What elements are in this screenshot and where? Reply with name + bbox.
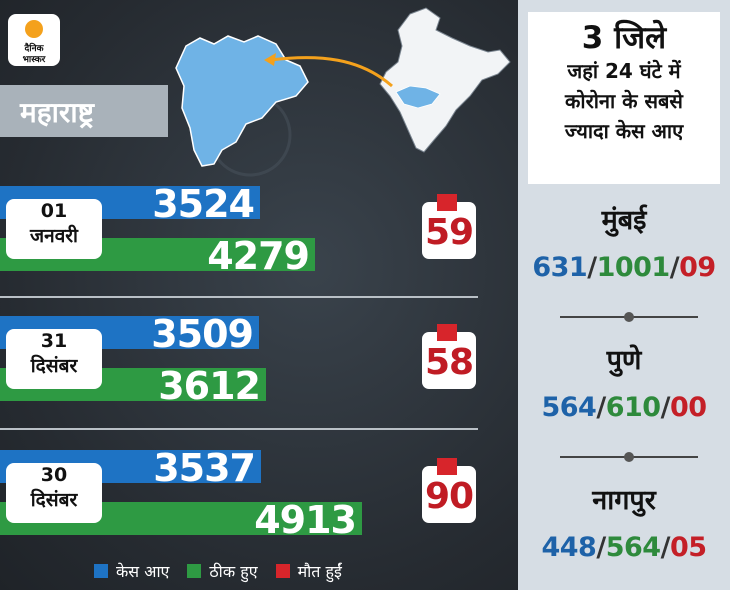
- row-separator: [0, 296, 478, 298]
- district-subtitle-2: कोरोना के सबसे: [565, 89, 683, 113]
- legend-swatch-recovered: [187, 564, 202, 578]
- legend-item-deaths: मौत हुईं: [275, 560, 342, 582]
- bar-cases-label: 3509: [151, 312, 254, 356]
- district-panel: 3 जिले जहां 24 घंटे में कोरोना के सबसे ज…: [518, 0, 730, 590]
- date-line-1: 30: [40, 464, 68, 486]
- deaths-marker-icon: [437, 194, 457, 211]
- bar-recovered-label: 3612: [158, 364, 261, 408]
- legend-swatch-deaths: [275, 564, 290, 578]
- row-separator: [0, 428, 478, 430]
- divider-dot-icon: [624, 312, 634, 322]
- city-divider: [560, 312, 698, 322]
- city-name: पुणे: [606, 345, 642, 376]
- deaths-box: 58: [422, 324, 476, 389]
- date-label: 30 दिसंबर: [6, 463, 102, 523]
- legend-label-deaths: मौत हुईं: [297, 562, 342, 581]
- city-name: नागपुर: [592, 485, 656, 516]
- city-recovered: 610: [605, 392, 661, 423]
- legend-label-cases: केस आए: [116, 562, 170, 581]
- deaths-box: 90: [422, 458, 476, 523]
- legend-label-recovered: ठीक हुए: [209, 562, 258, 581]
- city-deaths: 09: [679, 252, 716, 283]
- bar-recovered-label: 4279: [207, 234, 310, 278]
- city-numbers: 448/564/05: [518, 532, 730, 563]
- india-map-icon: [379, 7, 511, 153]
- city-cases: 448: [541, 532, 597, 563]
- brand-logo: दैनिक भास्कर: [8, 14, 60, 66]
- bar-recovered-label: 4913: [254, 498, 357, 542]
- city-separator: /: [587, 252, 597, 283]
- city-deaths: 05: [669, 532, 707, 563]
- city-cases: 631: [532, 252, 588, 283]
- brand-line-2: भास्कर: [22, 55, 46, 65]
- deaths-value: 59: [424, 212, 474, 253]
- date-line-2: जनवरी: [30, 225, 78, 247]
- legend-item-cases: केस आए: [94, 560, 169, 582]
- arrow-icon: [269, 56, 393, 88]
- date-line-1: 01: [40, 200, 68, 222]
- legend-item-recovered: ठीक हुए: [187, 560, 258, 582]
- maps-graphic: [175, 7, 511, 177]
- state-label: महाराष्ट्र: [20, 96, 94, 129]
- chart-panel: दैनिक भास्कर महाराष्ट्र 3524 4279 01 जनवरी 5…: [0, 0, 518, 590]
- deaths-marker-icon: [437, 324, 457, 341]
- bar-cases-label: 3524: [152, 182, 255, 226]
- bar-cases-label: 3537: [153, 446, 256, 490]
- date-label: 01 जनवरी: [6, 199, 102, 259]
- city-numbers: 631/1001/09: [518, 252, 730, 283]
- deaths-value: 58: [424, 342, 474, 383]
- arrow-head-icon: [264, 53, 276, 66]
- legend: केस आए ठीक हुए मौत हुईं: [94, 560, 360, 582]
- brand-line-1: दैनिक: [24, 44, 44, 54]
- district-subtitle-1: जहां 24 घंटे में: [567, 59, 681, 83]
- date-label: 31 दिसंबर: [6, 329, 102, 389]
- city-divider: [560, 452, 698, 462]
- legend-swatch-cases: [94, 564, 108, 578]
- city-name: मुंबई: [601, 205, 647, 236]
- city-separator: /: [669, 252, 680, 283]
- date-line-2: दिसंबर: [30, 355, 78, 377]
- deaths-marker-icon: [437, 458, 457, 475]
- sun-icon: [25, 20, 43, 38]
- maharashtra-highlight-icon: [395, 85, 441, 109]
- state-label-box: महाराष्ट्र: [0, 85, 168, 137]
- city-separator: /: [660, 392, 671, 423]
- city-cases: 564: [541, 392, 597, 423]
- city-recovered: 564: [605, 532, 661, 563]
- deaths-value: 90: [424, 476, 474, 517]
- city-separator: /: [596, 532, 606, 563]
- city-deaths: 00: [669, 392, 707, 423]
- date-line-1: 31: [40, 330, 68, 352]
- district-title: 3 जिले: [581, 20, 667, 56]
- maharashtra-map-icon: [175, 35, 309, 167]
- district-subtitle-3: ज्यादा केस आए: [564, 119, 684, 143]
- deaths-box: 59: [422, 194, 476, 259]
- district-header: 3 जिले जहां 24 घंटे में कोरोना के सबसे ज…: [528, 12, 720, 184]
- city-recovered: 1001: [596, 252, 671, 283]
- city-separator: /: [660, 532, 671, 563]
- city-numbers: 564/610/00: [518, 392, 730, 423]
- city-separator: /: [596, 392, 606, 423]
- date-line-2: दिसंबर: [30, 489, 78, 511]
- divider-dot-icon: [624, 452, 634, 462]
